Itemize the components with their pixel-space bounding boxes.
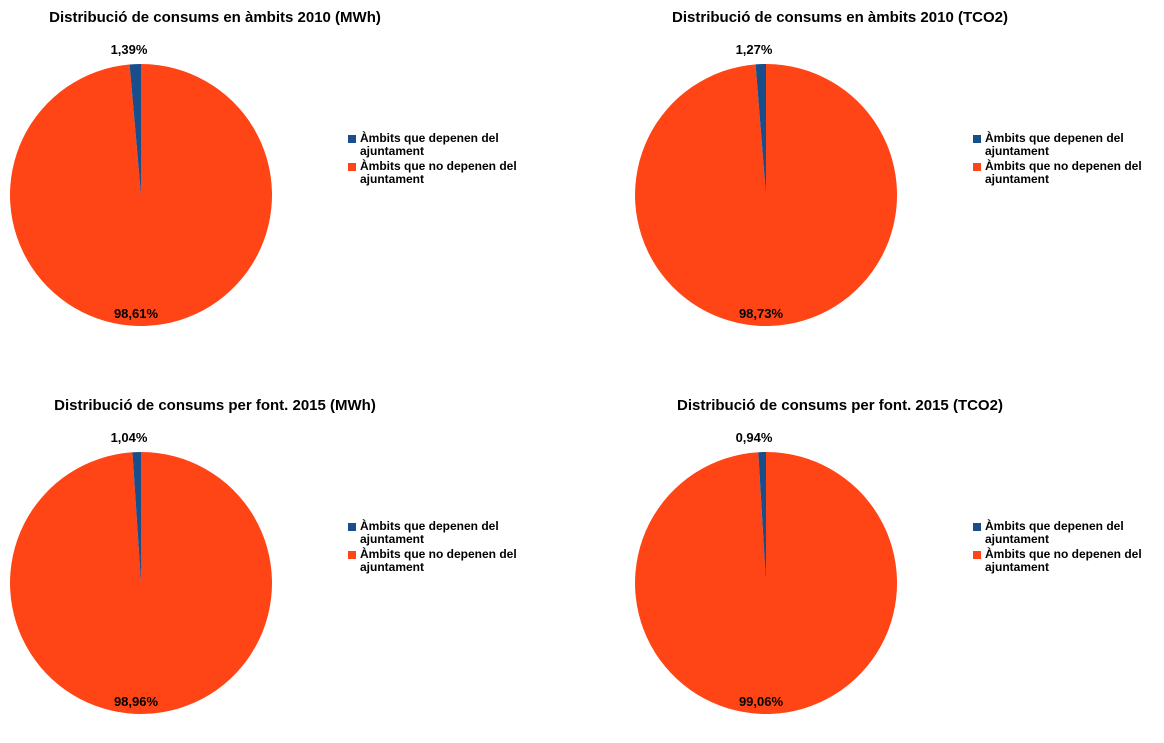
data-label-depenen: 0,94% [736, 430, 773, 445]
pie-chart: 1,04% 98,96% [10, 430, 273, 714]
chart-title: Distribució de consums per font. 2015 (M… [54, 397, 376, 414]
legend-label: Àmbits que no depenen del ajuntament [360, 547, 517, 574]
chart-panel-2: Distribució de consums en àmbits 2010 (T… [625, 0, 1164, 355]
pie-slice-depenen [758, 452, 766, 583]
legend-swatch-depenen [973, 523, 981, 531]
legend-label: Àmbits que depenen del ajuntament [360, 519, 499, 546]
legend-item-depenen: Àmbits que depenen del ajuntament [348, 132, 548, 158]
data-label-no-depenen: 98,73% [739, 306, 784, 321]
legend-label: Àmbits que depenen del ajuntament [360, 131, 499, 158]
data-label-no-depenen: 99,06% [739, 694, 784, 709]
chart-panel-3: Distribució de consums per font. 2015 (M… [0, 388, 582, 743]
data-label-no-depenen: 98,61% [114, 306, 159, 321]
chart-panel-4: Distribució de consums per font. 2015 (T… [625, 388, 1164, 743]
legend-swatch-depenen [973, 135, 981, 143]
chart-legend: Àmbits que depenen del ajuntament Àmbits… [973, 132, 1164, 188]
legend-item-depenen: Àmbits que depenen del ajuntament [973, 132, 1164, 158]
legend-item-depenen: Àmbits que depenen del ajuntament [348, 520, 548, 546]
charts-grid: Distribució de consums en àmbits 2010 (M… [0, 0, 1164, 714]
pie-chart: 1,39% 98,61% [10, 42, 273, 327]
chart-legend: Àmbits que depenen del ajuntament Àmbits… [348, 520, 548, 576]
pie-slice-no-depenen [10, 64, 273, 327]
legend-swatch-no-depenen [973, 163, 981, 171]
pie-slice-depenen [755, 64, 766, 195]
pie-slice-no-depenen [10, 452, 273, 714]
legend-item-no-depenen: Àmbits que no depenen del ajuntament [973, 548, 1164, 574]
legend-item-depenen: Àmbits que depenen del ajuntament [973, 520, 1164, 546]
chart-title: Distribució de consums en àmbits 2010 (T… [672, 9, 1008, 26]
data-label-depenen: 1,04% [111, 430, 148, 445]
pie-slice-no-depenen [635, 452, 898, 714]
data-label-depenen: 1,39% [111, 42, 148, 57]
pie-slice-depenen [132, 452, 141, 583]
legend-label: Àmbits que no depenen del ajuntament [985, 159, 1142, 186]
data-label-depenen: 1,27% [736, 42, 773, 57]
legend-swatch-no-depenen [973, 551, 981, 559]
chart-legend: Àmbits que depenen del ajuntament Àmbits… [348, 132, 548, 188]
legend-swatch-no-depenen [348, 551, 356, 559]
legend-swatch-depenen [348, 523, 356, 531]
chart-title: Distribució de consums en àmbits 2010 (M… [49, 9, 381, 26]
legend-label: Àmbits que no depenen del ajuntament [360, 159, 517, 186]
pie-chart: 0,94% 99,06% [635, 430, 898, 714]
legend-label: Àmbits que depenen del ajuntament [985, 131, 1124, 158]
legend-label: Àmbits que no depenen del ajuntament [985, 547, 1142, 574]
legend-swatch-no-depenen [348, 163, 356, 171]
pie-chart: 1,27% 98,73% [635, 42, 898, 326]
chart-title: Distribució de consums per font. 2015 (T… [677, 397, 1003, 414]
legend-label: Àmbits que depenen del ajuntament [985, 519, 1124, 546]
legend-item-no-depenen: Àmbits que no depenen del ajuntament [348, 548, 548, 574]
pie-slice-depenen [129, 64, 141, 195]
chart-panel-1: Distribució de consums en àmbits 2010 (M… [0, 0, 582, 355]
legend-item-no-depenen: Àmbits que no depenen del ajuntament [348, 160, 548, 186]
pie-slice-no-depenen [635, 63, 898, 326]
legend-item-no-depenen: Àmbits que no depenen del ajuntament [973, 160, 1164, 186]
legend-swatch-depenen [348, 135, 356, 143]
chart-legend: Àmbits que depenen del ajuntament Àmbits… [973, 520, 1164, 576]
data-label-no-depenen: 98,96% [114, 694, 159, 709]
